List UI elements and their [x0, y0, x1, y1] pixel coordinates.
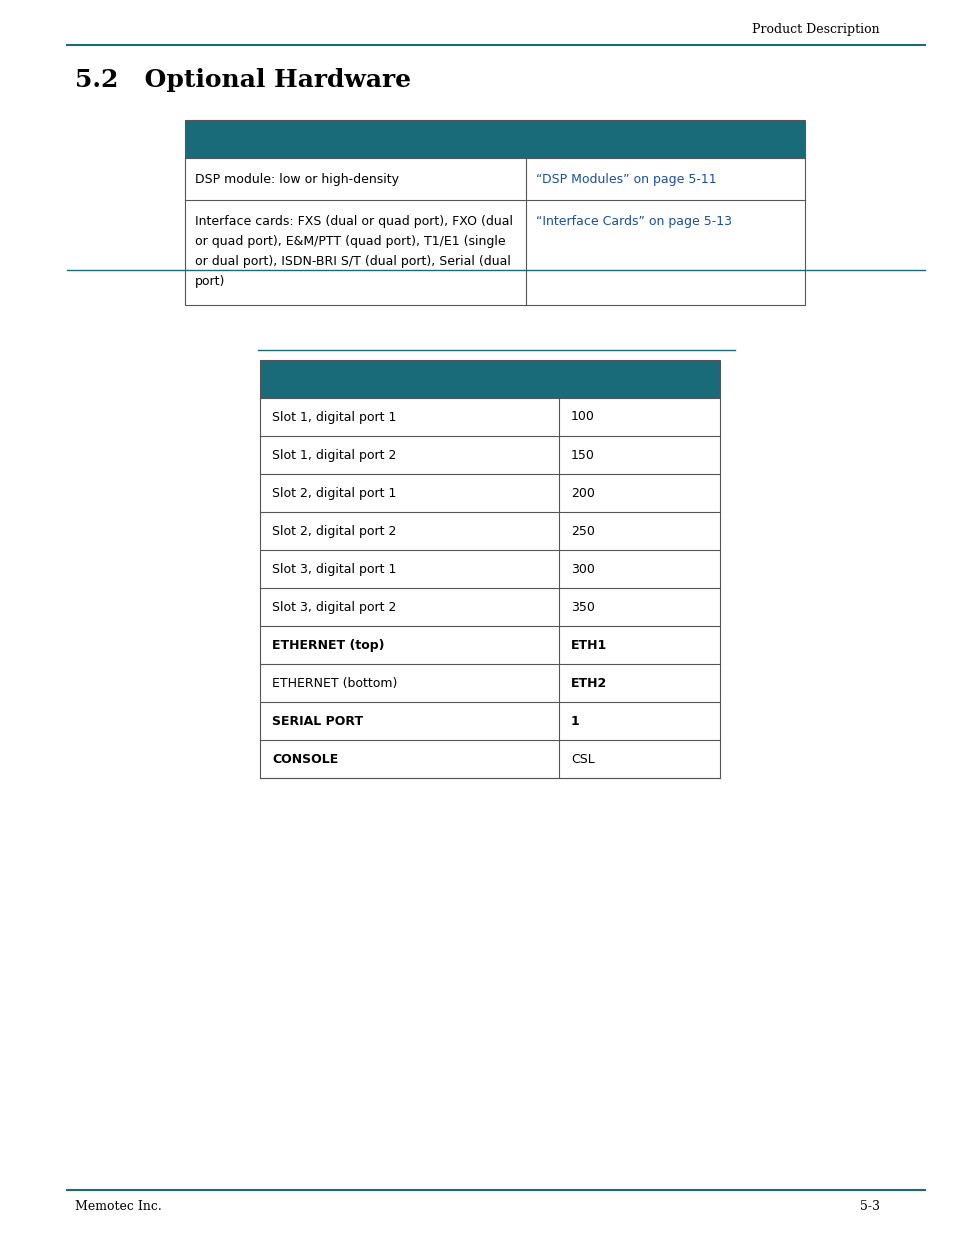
Text: Slot 1, digital port 2: Slot 1, digital port 2	[272, 448, 395, 462]
Text: 350: 350	[571, 600, 595, 614]
Text: ETH2: ETH2	[571, 677, 607, 689]
Text: or quad port), E&M/PTT (quad port), T1/E1 (single: or quad port), E&M/PTT (quad port), T1/E…	[194, 235, 505, 248]
Text: 150: 150	[571, 448, 595, 462]
Text: 200: 200	[571, 487, 595, 499]
Text: 5.2   Optional Hardware: 5.2 Optional Hardware	[75, 68, 411, 91]
Text: ETH1: ETH1	[571, 638, 607, 652]
Text: Memotec Inc.: Memotec Inc.	[75, 1200, 162, 1214]
Text: Slot 1, digital port 1: Slot 1, digital port 1	[272, 410, 395, 424]
Bar	[185, 120, 804, 158]
Text: Slot 2, digital port 1: Slot 2, digital port 1	[272, 487, 395, 499]
Text: CONSOLE: CONSOLE	[272, 752, 338, 766]
Text: CSL: CSL	[571, 752, 594, 766]
Text: 5-3: 5-3	[859, 1200, 879, 1214]
Bar	[260, 359, 720, 778]
Text: 250: 250	[571, 525, 595, 537]
Text: 100: 100	[571, 410, 595, 424]
Text: “DSP Modules” on page 5-11: “DSP Modules” on page 5-11	[536, 173, 716, 185]
Bar	[185, 120, 804, 305]
Text: ETHERNET (bottom): ETHERNET (bottom)	[272, 677, 397, 689]
Text: DSP module: low or high-density: DSP module: low or high-density	[194, 173, 398, 185]
Text: port): port)	[194, 275, 225, 288]
Text: or dual port), ISDN-BRI S/T (dual port), Serial (dual: or dual port), ISDN-BRI S/T (dual port),…	[194, 254, 511, 268]
Text: Slot 3, digital port 1: Slot 3, digital port 1	[272, 562, 395, 576]
Text: Slot 2, digital port 2: Slot 2, digital port 2	[272, 525, 395, 537]
Text: ETHERNET (top): ETHERNET (top)	[272, 638, 384, 652]
Text: SERIAL PORT: SERIAL PORT	[272, 715, 363, 727]
Text: Product Description: Product Description	[752, 23, 879, 37]
Text: “Interface Cards” on page 5-13: “Interface Cards” on page 5-13	[536, 215, 731, 228]
Text: Interface cards: FXS (dual or quad port), FXO (dual: Interface cards: FXS (dual or quad port)…	[194, 215, 513, 228]
Text: Slot 3, digital port 2: Slot 3, digital port 2	[272, 600, 395, 614]
Text: 1: 1	[571, 715, 579, 727]
Bar	[260, 359, 720, 398]
Text: 300: 300	[571, 562, 595, 576]
